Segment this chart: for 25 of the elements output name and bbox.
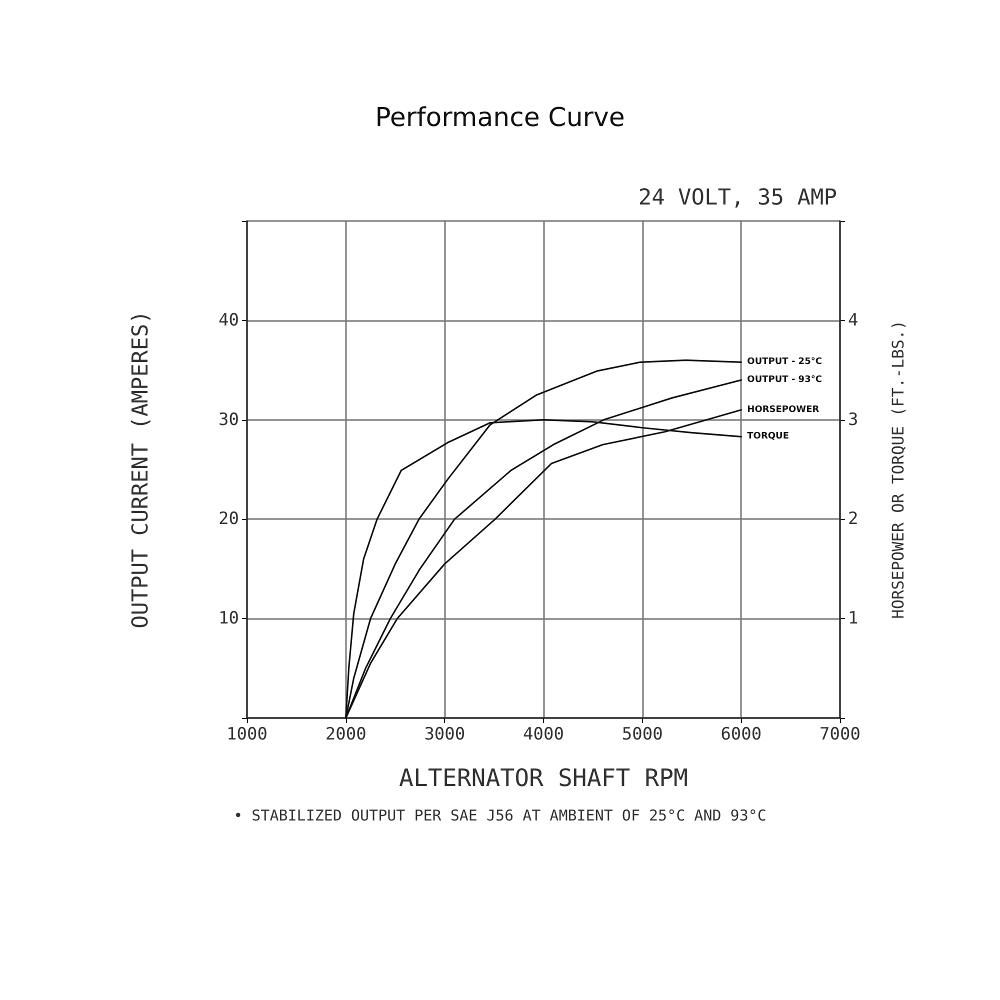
series-label: TORQUE xyxy=(747,432,789,442)
y-tick-label: 40 xyxy=(218,310,239,330)
x-tick-label: 4000 xyxy=(523,724,564,744)
y-tick-label: 30 xyxy=(218,410,239,430)
chart-subtitle: 24 VOLT, 35 AMP xyxy=(638,186,838,210)
x-tick-label: 7000 xyxy=(820,724,860,744)
y2-tick-label: 1 xyxy=(848,608,858,629)
y2-tick-label: 4 xyxy=(848,310,858,330)
series-label: OUTPUT - 93°C xyxy=(747,375,822,386)
y2-axis-title: HORSEPOWER OR TORQUE (FT.-LBS.) xyxy=(888,320,908,619)
x-tick-label: 1000 xyxy=(226,724,268,744)
x-tick-label: 5000 xyxy=(622,724,663,744)
y2-tick-label: 3 xyxy=(848,410,858,430)
series-label: HORSEPOWER xyxy=(747,404,820,415)
y-axis-title: OUTPUT CURRENT (AMPERES) xyxy=(128,310,154,628)
x-tick-label: 3000 xyxy=(424,724,466,744)
chart-title: Performance Curve xyxy=(375,103,625,133)
y-tick-label: 20 xyxy=(218,509,239,530)
x-tick-label: 2000 xyxy=(325,724,366,744)
text: • STABILIZED OUTPUT PER SAE J56 AT AMBIENT OF 25°C AND 93°C xyxy=(234,806,766,824)
y2-tick-label: 2 xyxy=(848,509,858,530)
series-label: OUTPUT - 25°C xyxy=(747,357,822,368)
x-axis-title: ALTERNATOR SHAFT RPM xyxy=(399,764,688,792)
x-tick-label: 6000 xyxy=(720,724,762,744)
y-tick-label: 10 xyxy=(218,608,239,629)
